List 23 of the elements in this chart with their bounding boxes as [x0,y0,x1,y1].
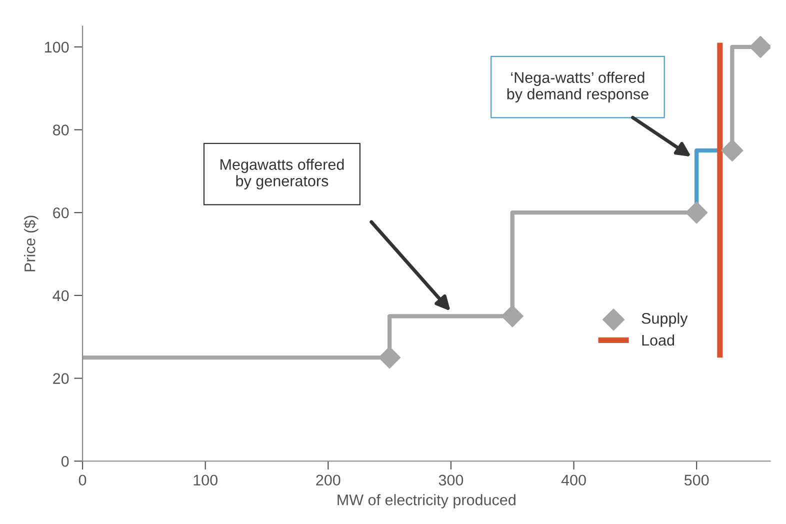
y-tick-label: 20 [53,373,69,384]
point [721,139,744,162]
y-tick-label: 100 [45,42,69,53]
x-tick-label: 400 [561,474,586,486]
y-tick-label: 40 [52,290,69,302]
x-axis-title: MW of electricity produced [338,494,516,508]
y-tick-label: 60 [53,207,69,218]
x-tick-label: 300 [438,474,464,486]
x-tick-label: 500 [684,474,709,486]
x-tick-label: 100 [194,474,218,486]
annotation: Megawatts offered by generators [220,158,344,190]
point [378,346,401,369]
x-tick-label: 200 [316,474,340,486]
point [749,36,770,58]
y-tick-label: 80 [53,124,69,136]
legend-label: Supply [642,312,688,327]
legend-label: Load [642,334,674,346]
y-axis-title: Price ($) [24,216,38,272]
point [686,202,708,224]
y-tick-label: 0 [61,456,69,467]
annotation: ‘Nega-watts’ offered by demand response [507,72,648,102]
x-tick-label: 0 [78,474,86,486]
point [501,305,524,328]
